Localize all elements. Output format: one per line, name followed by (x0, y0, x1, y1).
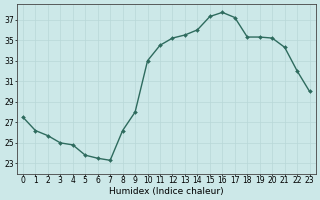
X-axis label: Humidex (Indice chaleur): Humidex (Indice chaleur) (109, 187, 224, 196)
